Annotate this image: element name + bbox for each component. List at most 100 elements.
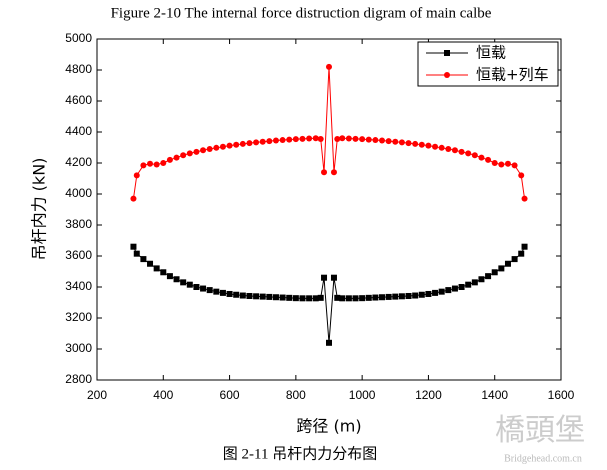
data-point [352, 135, 359, 142]
data-point [379, 294, 386, 301]
data-point [259, 293, 266, 300]
data-point [458, 148, 465, 155]
y-tick-label: 4800 [65, 62, 92, 76]
y-tick-label: 4400 [65, 124, 92, 138]
data-point [193, 148, 200, 155]
data-point [485, 273, 492, 280]
data-point [478, 154, 485, 161]
data-point [272, 137, 279, 144]
data-point [471, 152, 478, 159]
data-point [219, 289, 226, 296]
data-point [292, 295, 299, 302]
data-point [405, 292, 412, 299]
y-tick-label: 3800 [65, 217, 92, 231]
data-point [412, 140, 419, 147]
y-tick-label: 3000 [65, 341, 92, 355]
data-point [471, 279, 478, 286]
data-point [299, 135, 306, 142]
data-point [133, 172, 140, 179]
data-point [418, 141, 425, 148]
data-point [312, 135, 319, 142]
data-point [438, 144, 445, 151]
data-point [312, 295, 319, 302]
data-point [253, 293, 260, 300]
data-point [365, 136, 372, 143]
data-point [334, 294, 341, 301]
y-axis-label: 吊杆内力 (kN) [30, 158, 49, 261]
chart-title: Figure 2-10 The internal force distructi… [111, 5, 492, 21]
data-point [173, 276, 180, 283]
y-tick-label: 3200 [65, 310, 92, 324]
data-point [213, 288, 220, 295]
data-point [491, 269, 498, 276]
data-point [279, 137, 286, 144]
data-point [379, 137, 386, 144]
data-point [160, 160, 167, 166]
data-point [239, 292, 246, 299]
x-tick-label: 200 [87, 388, 107, 402]
data-point [345, 295, 352, 302]
data-point [392, 293, 399, 300]
data-point [498, 161, 505, 168]
data-point [193, 284, 200, 290]
y-tick-label: 4200 [65, 155, 92, 169]
data-point [173, 154, 180, 161]
data-point [398, 293, 405, 300]
data-point [246, 140, 253, 147]
data-point [321, 169, 328, 176]
data-point [186, 281, 193, 288]
data-point [491, 160, 498, 166]
data-point [465, 150, 472, 157]
data-point [365, 294, 372, 301]
data-point [478, 276, 485, 283]
legend-label: 恒载 [476, 44, 506, 62]
data-point [306, 295, 313, 302]
data-point [147, 160, 154, 167]
data-point [518, 250, 525, 257]
data-point [372, 137, 379, 144]
data-point [272, 294, 279, 301]
data-point [200, 285, 207, 292]
data-point [233, 291, 240, 298]
data-point [392, 138, 399, 145]
data-point [359, 295, 366, 302]
data-point [180, 279, 187, 286]
data-point [438, 288, 445, 295]
x-tick-label: 1600 [548, 388, 575, 402]
y-tick-label: 4600 [65, 93, 92, 107]
y-tick-label: 3600 [65, 248, 92, 262]
data-point [339, 135, 346, 142]
x-tick-label: 400 [153, 388, 173, 402]
data-point [253, 139, 260, 146]
x-tick-label: 1000 [349, 388, 376, 402]
data-point [166, 156, 173, 163]
data-point [321, 274, 328, 281]
y-tick-label: 4000 [65, 186, 92, 200]
data-point [451, 285, 458, 292]
data-point [206, 287, 213, 294]
data-point [153, 265, 160, 272]
data-point [498, 265, 505, 272]
data-point [147, 260, 154, 267]
y-tick-label: 3400 [65, 279, 92, 293]
data-point [432, 289, 439, 296]
data-point [521, 243, 528, 250]
data-point [398, 139, 405, 146]
x-tick-label: 800 [286, 388, 306, 402]
data-point [418, 291, 425, 298]
data-point [330, 169, 337, 176]
data-point [326, 63, 332, 70]
data-point [425, 142, 432, 149]
x-tick-label: 1200 [415, 388, 442, 402]
data-point [339, 295, 346, 302]
data-point [266, 293, 273, 300]
legend-marker [444, 72, 450, 78]
data-point [180, 152, 187, 159]
data-point [133, 250, 140, 257]
data-point [432, 143, 439, 150]
data-point [504, 260, 511, 267]
data-point [279, 294, 286, 301]
caption: 图 2-11 吊杆内力分布图 [223, 445, 377, 462]
data-point [166, 273, 173, 280]
watermark-logo: 橋頭堡 [495, 414, 585, 447]
